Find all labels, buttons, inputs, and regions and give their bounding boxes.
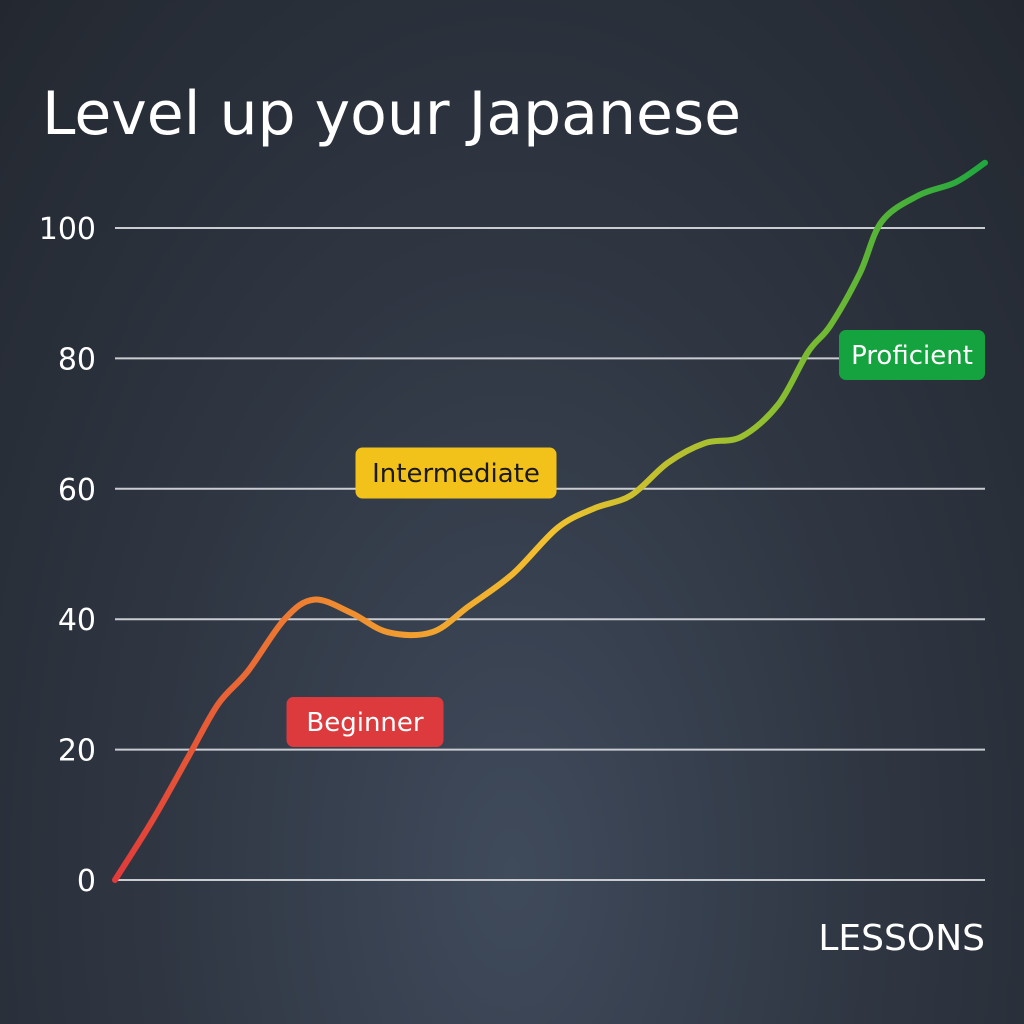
gridlines (115, 227, 985, 881)
badge-background (355, 447, 557, 499)
progress-line (112, 159, 988, 883)
badge-background (286, 697, 444, 747)
y-tick-label-40: 40 (58, 603, 96, 638)
badge-label: Proficient (851, 341, 973, 371)
badge-intermediate: Intermediate (355, 447, 557, 499)
y-tick-label-60: 60 (58, 473, 96, 508)
badge-label: Intermediate (372, 459, 540, 489)
badge-background (839, 330, 985, 380)
chart-title: Level up your Japanese (42, 79, 741, 149)
x-axis-label: LESSONS (818, 918, 985, 959)
y-tick-label-0: 0 (77, 864, 96, 899)
badge-beginner: Beginner (286, 697, 444, 747)
y-tick-label-20: 20 (58, 734, 96, 769)
badge-proficient: Proficient (839, 330, 985, 380)
level-badges: Beginner Intermediate Proficient (286, 330, 985, 747)
y-axis-ticks: 0 20 40 60 80 100 (39, 212, 96, 899)
y-tick-label-100: 100 (39, 212, 96, 247)
y-tick-label-80: 80 (58, 342, 96, 377)
badge-label: Beginner (306, 708, 424, 738)
